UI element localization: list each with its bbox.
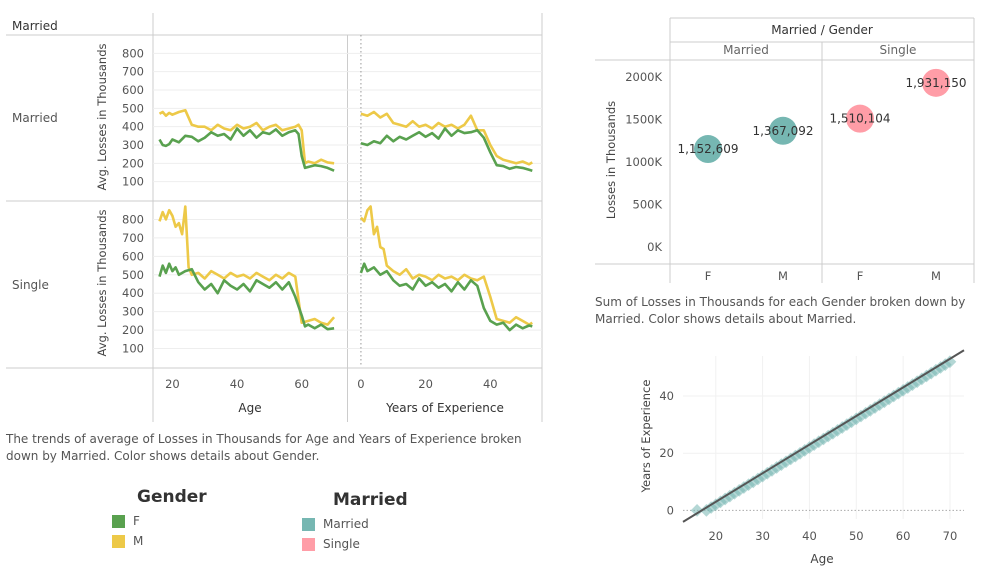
legend-label-f: F — [133, 514, 140, 528]
data-label: 1,152,609 — [677, 142, 738, 156]
group-header-married: Married — [723, 43, 769, 57]
x-tick-label: 40 — [230, 377, 245, 391]
x-tick-label: 20 — [165, 377, 180, 391]
bubble-chart-caption: Sum of Losses in Thousands for each Gend… — [595, 295, 966, 326]
y-tick-label: 200 — [122, 323, 144, 337]
y-tick-label: 800 — [122, 46, 144, 60]
data-label: 1,931,150 — [905, 76, 966, 90]
bubble-chart-losses-by-gender: 0K 500K 1000K 1500K 2000K F M F M 1,152,609 1,367,… — [595, 17, 975, 283]
y-tick-label: 1000K — [625, 155, 662, 169]
bubble-married-m — [769, 116, 797, 145]
legend-item-m[interactable]: M — [112, 531, 207, 551]
data-label: 1,367,092 — [752, 124, 813, 138]
legend-swatch-single — [302, 537, 315, 551]
data-label: 1,510,104 — [829, 112, 890, 126]
x-tick-label: 20 — [708, 529, 723, 543]
y-tick-label: 300 — [122, 138, 144, 152]
row-header-title: Married — [12, 19, 58, 33]
x-tick-label: 70 — [943, 529, 958, 543]
y-tick-label: 500 — [122, 101, 144, 115]
gender-legend: Gender F M — [112, 487, 207, 551]
y-tick-label: 800 — [122, 212, 144, 226]
married-legend-title: Married — [333, 490, 408, 510]
series-line-f — [158, 127, 335, 172]
x-tick-label: 40 — [483, 377, 498, 391]
y-axis-title-single: Avg. Losses in Thousands — [95, 210, 109, 357]
trend-line — [682, 349, 965, 523]
legend-item-f[interactable]: F — [112, 511, 207, 531]
series-line-f — [360, 127, 533, 172]
y-axis-title-married: Avg. Losses in Thousands — [95, 44, 109, 191]
y-tick-label: 400 — [122, 120, 144, 134]
x-axis-title-experience: Years of Experience — [385, 401, 504, 415]
legend-swatch-married — [302, 517, 315, 531]
series-line-m — [158, 108, 335, 165]
row-label-married: Married — [12, 111, 58, 125]
legend-swatch-m — [112, 534, 125, 548]
x-tick-label: 40 — [802, 529, 817, 543]
scatter-age-vs-experience: 20 30 40 50 60 70 0 20 40 — [659, 349, 965, 543]
series-line-m — [360, 110, 533, 166]
legend-item-single[interactable]: Single — [302, 534, 408, 554]
y-tick-label: 500 — [122, 268, 144, 282]
x-axis-title-age: Age — [238, 401, 261, 415]
y-tick-label: 100 — [122, 175, 144, 189]
y-tick-label: 400 — [122, 286, 144, 300]
x-tick-label: 60 — [294, 377, 309, 391]
bubble-single-f — [846, 104, 874, 133]
y-tick-label: 300 — [122, 305, 144, 319]
y-tick-label: 1500K — [625, 113, 662, 127]
scatter-y-axis-title: Years of Experience — [639, 380, 653, 494]
bubble-y-axis-title: Losses in Thousands — [604, 101, 618, 219]
bubble-single-m — [922, 68, 950, 97]
series-line-f — [158, 262, 335, 331]
series-line-m — [359, 205, 533, 326]
y-tick-label: 0 — [667, 503, 674, 517]
x-tick-label: 30 — [755, 529, 770, 543]
x-tick-label: 60 — [896, 529, 911, 543]
y-tick-label: 200 — [122, 156, 144, 170]
bubble-married-f — [694, 135, 722, 164]
y-tick-label: 700 — [122, 231, 144, 245]
legend-label-married: Married — [323, 517, 369, 531]
y-tick-label: 20 — [659, 446, 674, 460]
x-tick-label: M — [778, 269, 788, 283]
series-line-m — [158, 205, 336, 326]
y-tick-label: 600 — [122, 83, 144, 97]
y-tick-label: 2000K — [625, 70, 662, 84]
x-tick-label: 50 — [849, 529, 864, 543]
x-tick-label: F — [857, 269, 864, 283]
married-legend: Married Married Single — [302, 490, 408, 554]
x-tick-label: 20 — [418, 377, 433, 391]
legend-item-married[interactable]: Married — [302, 514, 408, 534]
y-tick-label: 0K — [647, 240, 662, 254]
row-label-single: Single — [12, 278, 49, 292]
legend-label-m: M — [133, 534, 144, 548]
y-tick-label: 500K — [633, 198, 663, 212]
y-tick-label: 600 — [122, 249, 144, 263]
y-tick-label: 100 — [122, 342, 144, 356]
gender-legend-title: Gender — [137, 487, 207, 507]
x-tick-label: M — [931, 269, 941, 283]
y-tick-label: 40 — [659, 389, 674, 403]
x-tick-label: F — [705, 269, 712, 283]
series-line-f — [359, 262, 533, 332]
line-chart-caption: The trends of average of Losses in Thous… — [6, 432, 522, 463]
line-chart-losses-trends: 1002003004005006007008001002003004005006… — [6, 13, 543, 422]
scatter-x-axis-title: Age — [810, 552, 833, 566]
legend-swatch-f — [112, 514, 125, 528]
bubble-chart-title: Married / Gender — [771, 23, 873, 37]
group-header-single: Single — [880, 43, 917, 57]
x-tick-label: 0 — [357, 377, 364, 391]
y-tick-label: 700 — [122, 65, 144, 79]
legend-label-single: Single — [323, 537, 360, 551]
